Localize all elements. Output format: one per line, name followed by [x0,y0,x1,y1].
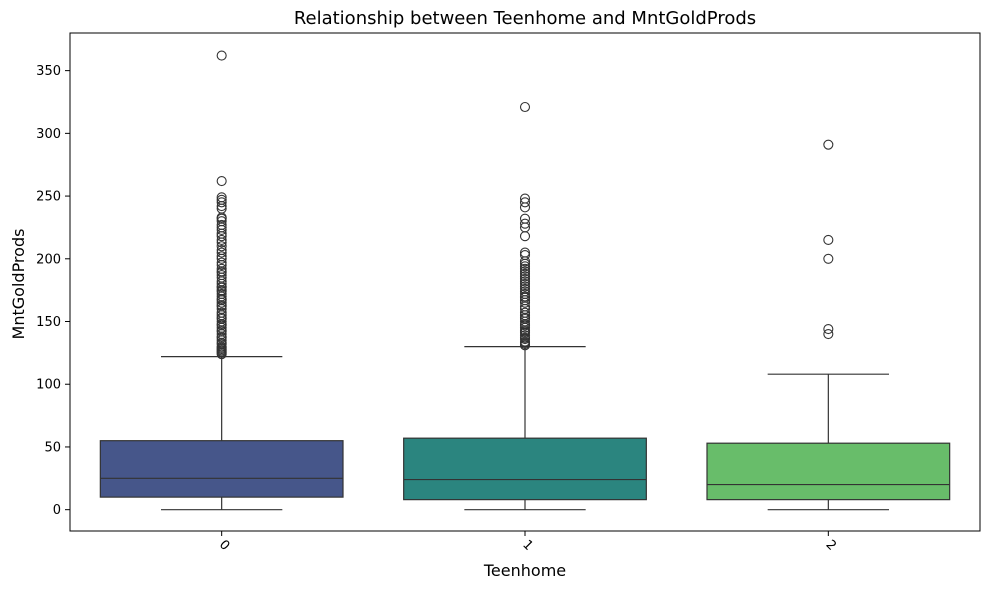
outlier-point [216,192,227,203]
outlier-point [519,288,531,299]
outlier-point [519,276,531,287]
x-tick-label: 2 [823,537,839,553]
outlier-point [519,266,531,277]
outlier-point [216,234,227,246]
outlier-point [519,249,531,261]
y-axis-label: MntGoldProds [9,229,28,340]
y-tick-label: 0 [53,503,61,518]
outlier-point [519,263,531,274]
outlier-point [519,218,531,229]
outlier-point [216,50,227,61]
outlier-point [519,278,531,289]
outlier-point [216,197,227,208]
outlier-point [216,219,227,230]
y-tick-label: 100 [36,378,61,393]
outlier-point [823,329,834,340]
outlier-point [216,307,227,318]
outlier-point [519,101,531,113]
box-group-1 [403,101,647,511]
outlier-point [216,241,227,252]
outlier-point [519,283,531,294]
outlier-point [519,291,531,302]
outlier-point [519,273,531,284]
chart-title: Relationship between Teenhome and MntGol… [294,8,756,29]
iqr-box [403,437,647,501]
outlier-point [216,257,227,268]
plot-area [99,50,951,511]
outlier-point [216,251,227,262]
y-tick-label: 300 [36,127,61,142]
x-axis-label: Teenhome [483,561,566,580]
y-tick-label: 250 [36,190,61,205]
iqr-box [706,442,951,501]
outlier-point [823,323,834,335]
y-tick-label: 350 [36,64,61,79]
outlier-point [216,270,227,281]
outlier-point [823,139,834,150]
outlier-point [519,281,531,292]
x-tick-label: 1 [519,537,535,553]
outlier-point [216,216,227,227]
outlier-point [519,193,531,204]
iqr-box [99,440,344,498]
outlier-point [216,247,227,258]
outlier-point [519,330,531,341]
outlier-point [519,231,531,242]
box-group-2 [706,139,951,511]
outlier-point [823,234,834,246]
outlier-point [216,263,227,274]
outlier-point [216,244,227,256]
x-tick-label: 0 [216,537,232,553]
y-tick-label: 200 [36,252,61,267]
outlier-point [519,268,531,279]
axes: 0 50 100 150 200 250 300 350 0 1 2 [36,32,981,554]
outlier-point [519,247,531,258]
outlier-point [519,197,531,208]
outlier-point [519,271,531,282]
outlier-point [216,175,227,187]
outlier-point [823,253,834,264]
outlier-point [216,194,227,205]
outlier-point [519,332,531,343]
outlier-point [519,307,531,318]
outlier-point [519,213,531,224]
y-tick-label: 150 [36,315,61,330]
outlier-point [519,261,531,272]
y-tick-label: 50 [44,440,61,455]
outlier-point [519,286,531,297]
outlier-point [216,288,227,299]
box-group-0 [99,50,344,511]
